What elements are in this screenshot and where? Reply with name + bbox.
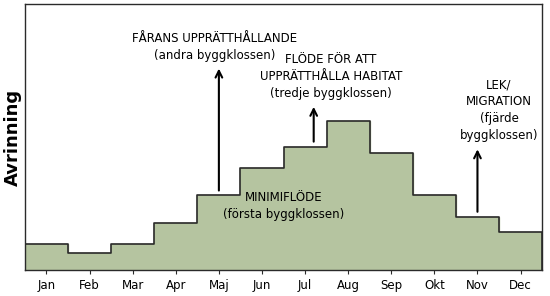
- Polygon shape: [25, 121, 542, 270]
- Y-axis label: Avrinning: Avrinning: [4, 89, 22, 186]
- Text: FÅRANS UPPRÄTTHÅLLANDE
(andra byggklossen): FÅRANS UPPRÄTTHÅLLANDE (andra byggklosse…: [132, 32, 297, 62]
- Text: MINIMIFLÖDE
(första byggklossen): MINIMIFLÖDE (första byggklossen): [223, 191, 344, 221]
- Text: LEK/
MIGRATION
(fjärde
byggklossen): LEK/ MIGRATION (fjärde byggklossen): [460, 78, 538, 142]
- Text: FLÖDE FÖR ATT
UPPRÄTTHÅLLA HABITAT
(tredje byggklossen): FLÖDE FÖR ATT UPPRÄTTHÅLLA HABITAT (tred…: [260, 53, 402, 100]
